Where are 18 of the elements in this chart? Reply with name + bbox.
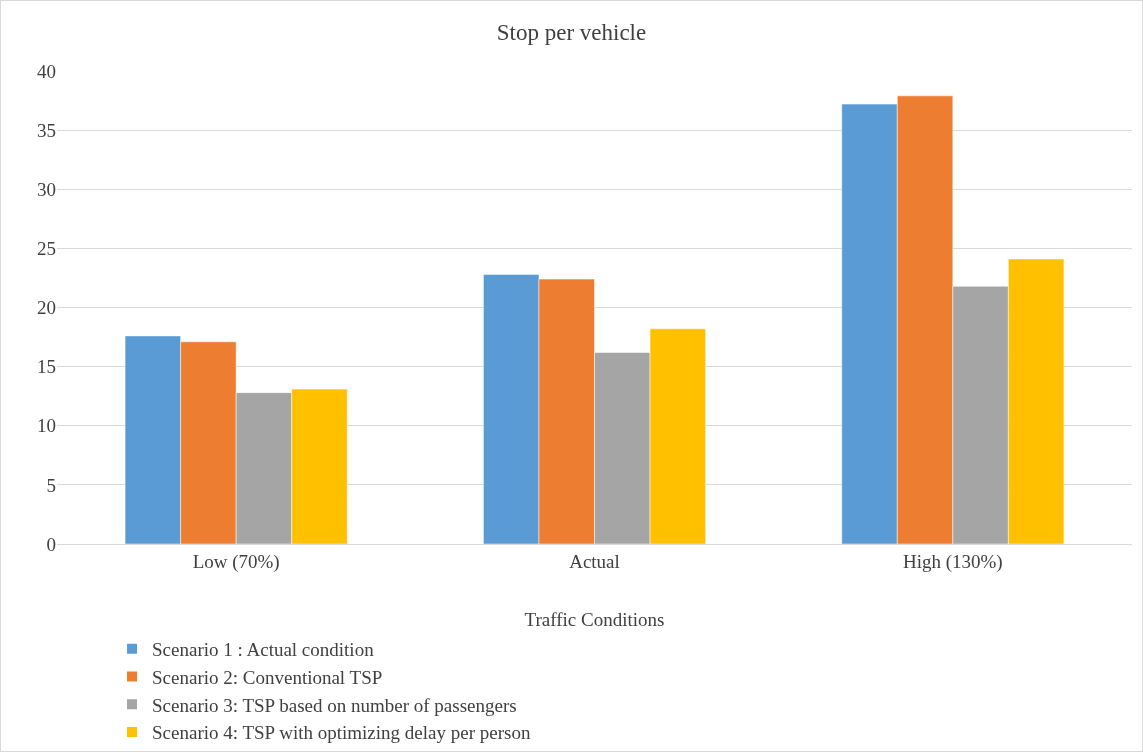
- y-tick-label: 15: [37, 356, 56, 378]
- y-tick-label: 40: [37, 60, 56, 82]
- legend-label: Scenario 2: Conventional TSP: [152, 666, 383, 688]
- y-tick-label: 35: [37, 119, 56, 141]
- y-tick-label: 10: [37, 415, 56, 437]
- x-tick-label: High (130%): [902, 550, 1003, 573]
- legend-label: Scenario 1 : Actual condition: [152, 639, 375, 661]
- legend-label: Scenario 3: TSP based on number of passengers: [152, 694, 517, 716]
- x-tick-label: Actual: [569, 550, 620, 572]
- x-axis-title: Traffic Conditions: [524, 608, 665, 630]
- y-tick-label: 0: [46, 533, 56, 555]
- legend-label: Scenario 4: TSP with optimizing delay per person: [152, 722, 531, 744]
- y-tick-label: 5: [46, 474, 56, 496]
- chart-title: Stop per vehicle: [496, 19, 647, 45]
- x-tick-label: Low (70%): [192, 550, 280, 573]
- y-tick-label: 20: [37, 297, 56, 319]
- y-tick-label: 30: [37, 178, 56, 200]
- y-tick-label: 25: [37, 238, 56, 260]
